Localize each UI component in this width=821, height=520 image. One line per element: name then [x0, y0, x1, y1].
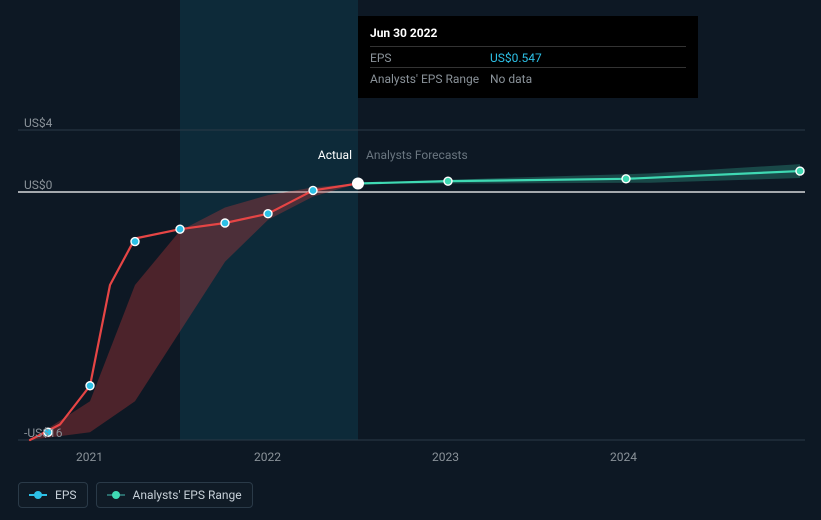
legend-marker-icon	[107, 491, 125, 499]
y-axis-label: US$4	[24, 116, 52, 130]
data-point-marker[interactable]	[221, 219, 229, 227]
chart-tooltip: Jun 30 2022 EPS US$0.547 Analysts' EPS R…	[358, 16, 698, 98]
x-axis-label: 2023	[432, 450, 459, 464]
legend-label: Analysts' EPS Range	[133, 488, 242, 502]
legend-label: EPS	[55, 488, 77, 502]
legend-item-range[interactable]: Analysts' EPS Range	[96, 482, 253, 508]
data-point-marker[interactable]	[796, 167, 804, 175]
data-point-marker[interactable]	[353, 179, 363, 189]
data-point-marker[interactable]	[309, 186, 317, 194]
tooltip-value: US$0.547	[490, 51, 542, 65]
legend-marker-icon	[29, 491, 47, 499]
tooltip-date: Jun 30 2022	[370, 26, 686, 40]
data-point-marker[interactable]	[444, 177, 452, 185]
tooltip-value: No data	[490, 72, 532, 86]
data-point-marker[interactable]	[86, 382, 94, 390]
data-point-marker[interactable]	[131, 238, 139, 246]
x-axis-label: 2021	[76, 450, 103, 464]
eps-chart-container: { "chart": { "type": "line", "width": 82…	[0, 0, 821, 520]
tooltip-row-range: Analysts' EPS Range No data	[370, 67, 686, 88]
tooltip-row-eps: EPS US$0.547	[370, 46, 686, 67]
region-label-actual: Actual	[318, 148, 352, 162]
chart-legend: EPS Analysts' EPS Range	[18, 482, 253, 508]
data-point-marker[interactable]	[622, 175, 630, 183]
y-axis-label: -US$16	[24, 426, 62, 440]
data-point-marker[interactable]	[176, 225, 184, 233]
tooltip-label: Analysts' EPS Range	[370, 72, 490, 86]
region-label-forecast: Analysts Forecasts	[366, 148, 468, 162]
x-axis-label: 2022	[254, 450, 281, 464]
data-point-marker[interactable]	[264, 210, 272, 218]
y-axis-label: US$0	[24, 178, 52, 192]
x-axis-label: 2024	[610, 450, 637, 464]
tooltip-label: EPS	[370, 51, 490, 65]
legend-item-eps[interactable]: EPS	[18, 482, 88, 508]
